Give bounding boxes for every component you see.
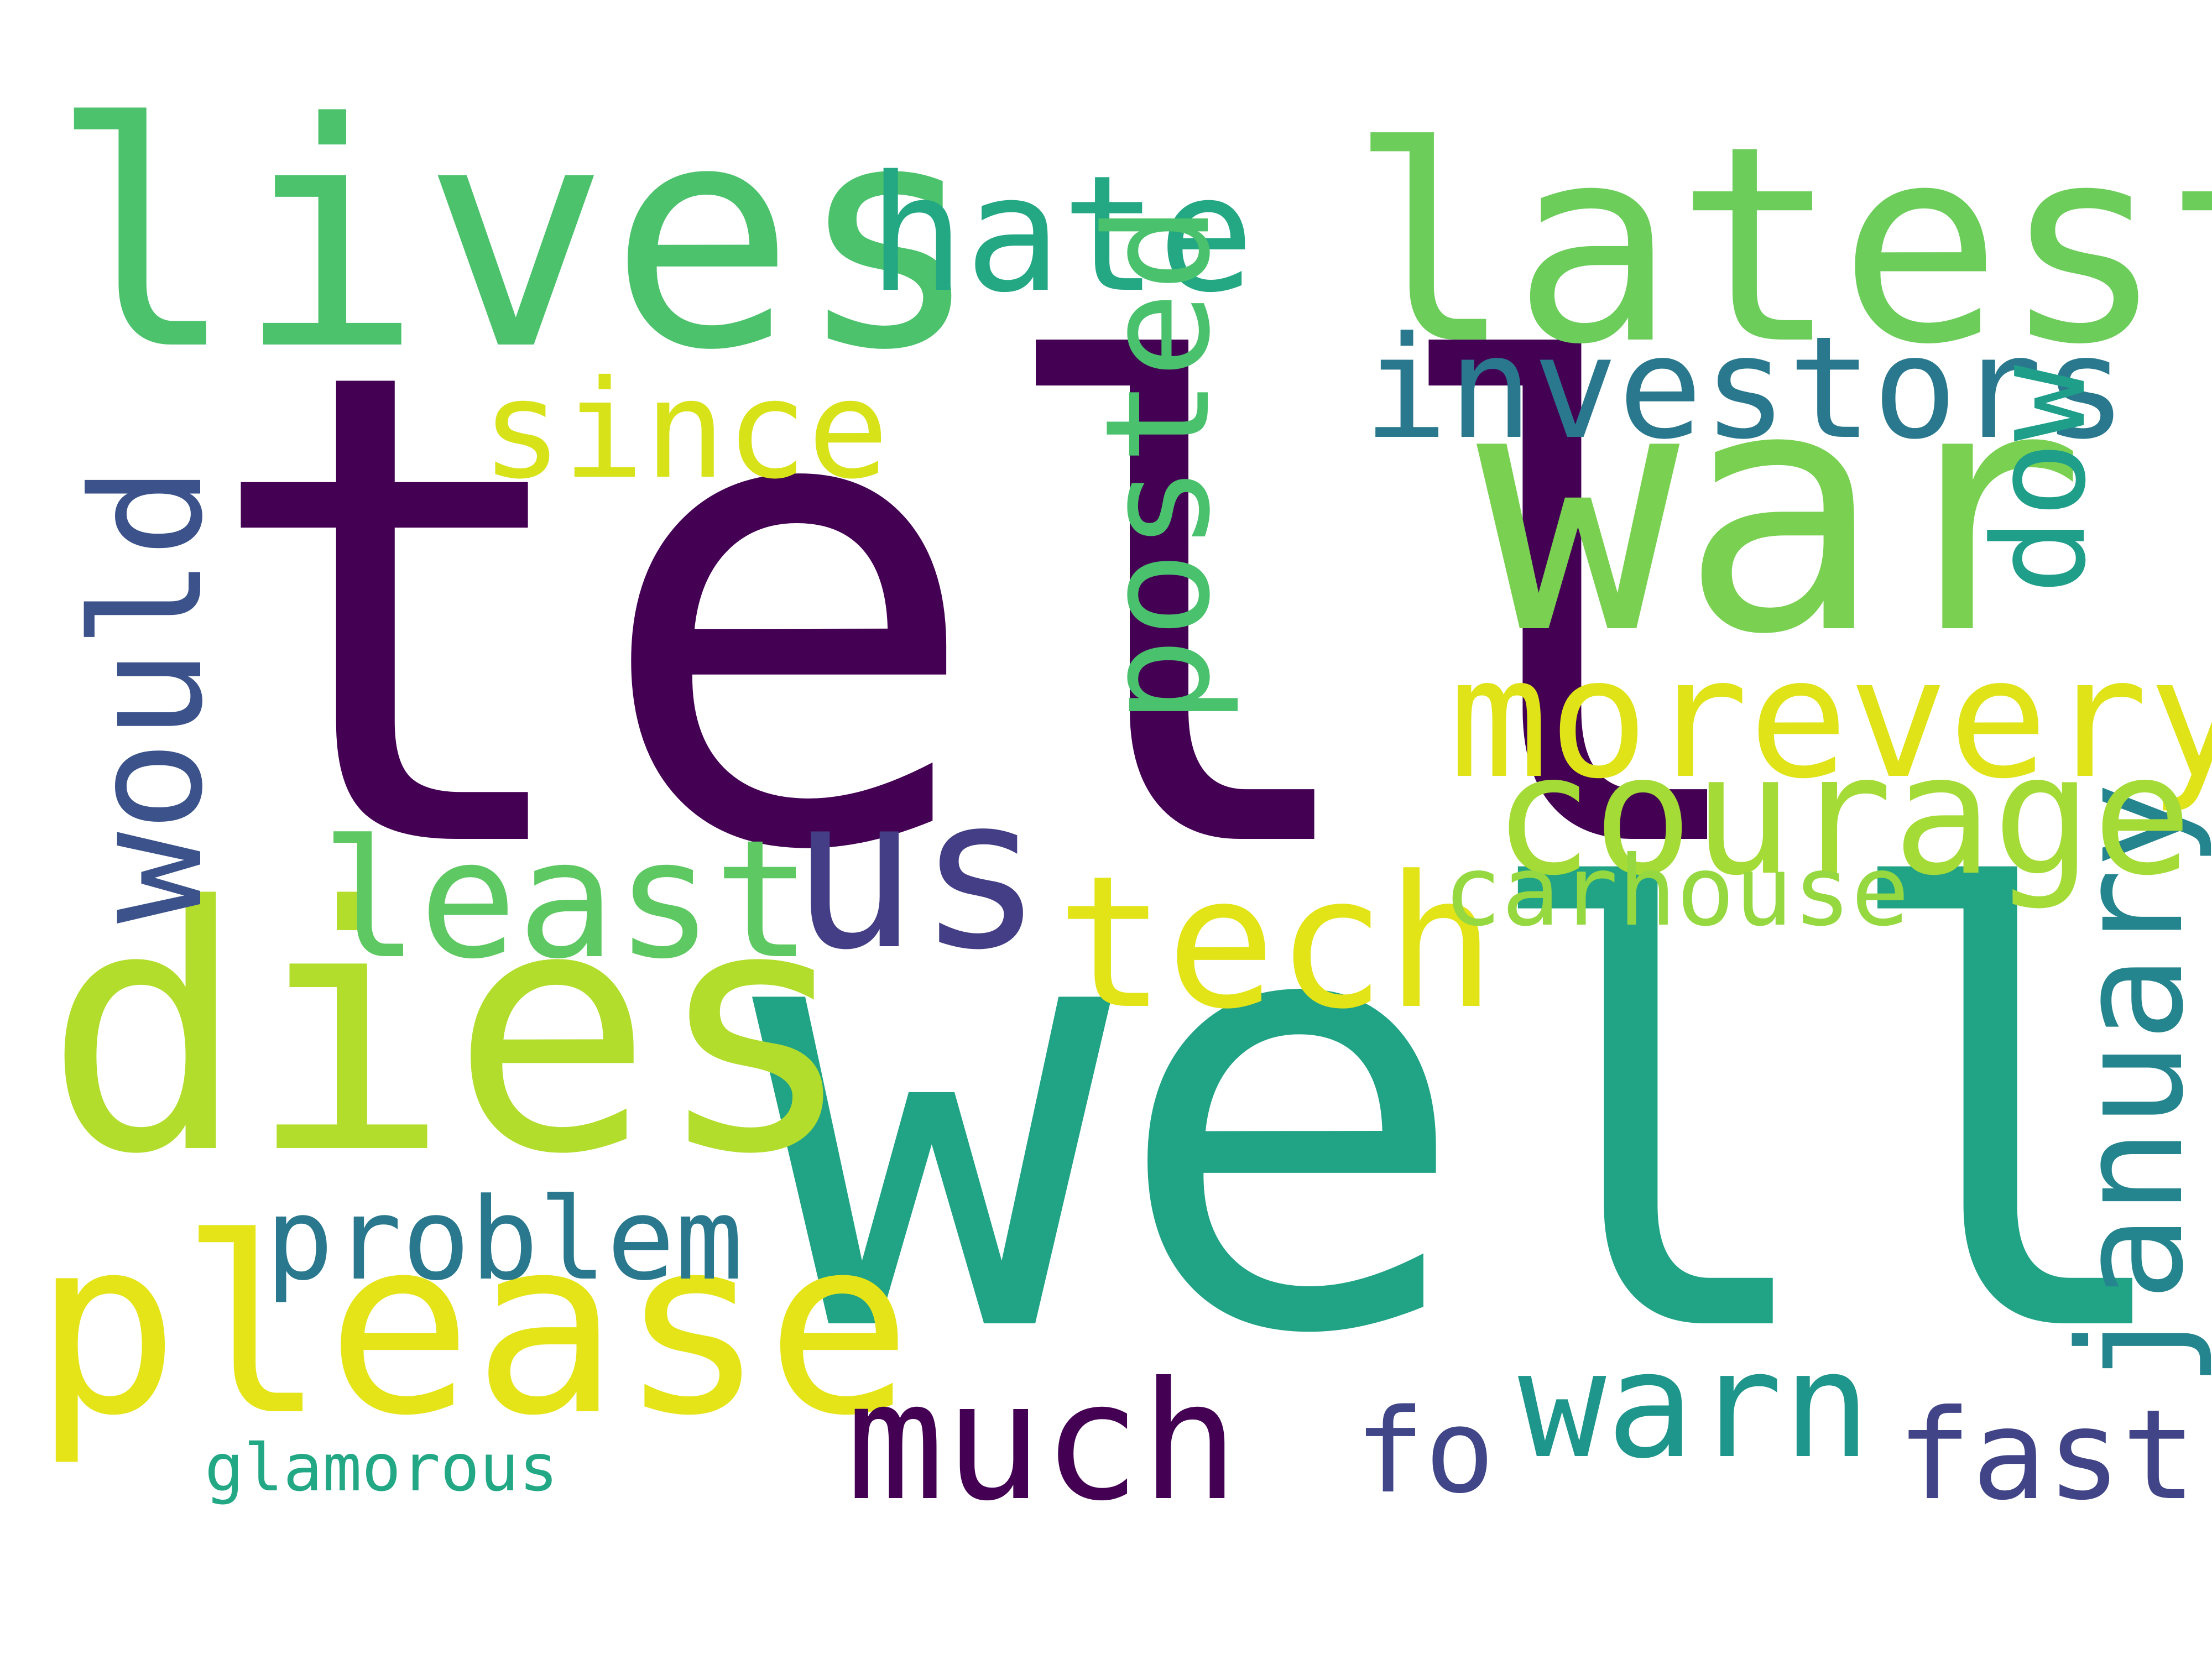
- word-investors: investors: [1363, 306, 2127, 471]
- word-fast: fast: [1897, 1383, 2197, 1528]
- word-courage: courage: [1493, 719, 2193, 912]
- word-problem: problem: [265, 1174, 743, 1306]
- word-us: us: [791, 751, 1044, 996]
- word-dies: dies: [44, 835, 857, 1228]
- word-hate: hate: [868, 142, 1255, 328]
- word-please: please: [33, 1186, 912, 1469]
- word-well: well: [752, 769, 2190, 1464]
- word-carhouse: carhouse: [1443, 836, 1910, 948]
- word-latest: latest: [1349, 88, 2212, 404]
- word-war: war: [1477, 315, 2086, 708]
- word-fo: fo: [1355, 1384, 1495, 1519]
- word-posted: posted: [1075, 205, 1242, 724]
- word-glamorous: glamorous: [205, 1430, 559, 1506]
- word-least: least: [321, 805, 812, 995]
- word-warn: warn: [1518, 1321, 1871, 1491]
- word-much: much: [846, 1347, 1239, 1537]
- word-would: would: [59, 466, 236, 924]
- word-dow: dow: [1966, 364, 2114, 594]
- word-tell: tell: [199, 234, 1771, 993]
- word-morevery: morevery: [1449, 622, 2212, 815]
- word-tech: tech: [1056, 837, 1496, 1049]
- word-since: since: [481, 351, 889, 509]
- word-lives: lives: [50, 58, 982, 418]
